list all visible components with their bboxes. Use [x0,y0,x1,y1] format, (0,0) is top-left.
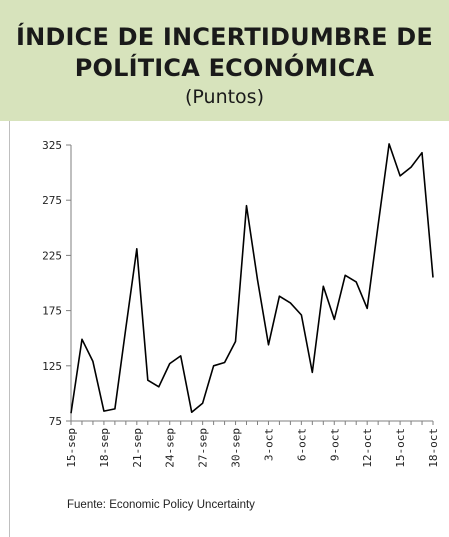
line-chart: 75 125 175 225 275 325 15-sep 18-sep 21-sep 24-se… [42,139,440,468]
y-tick-label: 175 [42,305,62,318]
chart-title: ÍNDICE DE INCERTIDUMBRE DE POLÍTICA ECON… [0,0,449,84]
x-tick-label: 15-oct [394,428,407,468]
x-tick-label: 12-oct [361,428,374,468]
x-tick-label: 30-sep [230,428,243,468]
x-tick-label: 21-sep [131,428,144,468]
chart-header: ÍNDICE DE INCERTIDUMBRE DE POLÍTICA ECON… [0,0,449,121]
x-tick-label: 18-oct [427,428,440,468]
source-note: Fuente: Economic Policy Uncertainty [67,499,255,511]
x-tick-label: 3-oct [262,428,275,461]
y-tick-label: 125 [42,360,62,373]
y-tick-label: 325 [42,139,62,152]
x-tick-label: 24-sep [164,428,177,468]
series-line [70,143,434,414]
x-tick-label: 6-oct [295,428,308,461]
y-tick-label: 225 [42,249,62,262]
title-line-1: ÍNDICE DE INCERTIDUMBRE DE [16,23,433,51]
chart-subtitle: (Puntos) [184,86,264,108]
title-line-2: POLÍTICA ECONÓMICA [74,54,375,82]
x-tick-label: 15-sep [65,428,78,468]
y-tick-label: 75 [49,415,62,428]
y-tick-label: 275 [42,194,62,207]
left-border [9,121,10,537]
x-tick-label: 18-sep [98,428,111,468]
x-tick-label: 27-sep [197,428,210,468]
x-tick-label: 9-oct [328,428,341,461]
